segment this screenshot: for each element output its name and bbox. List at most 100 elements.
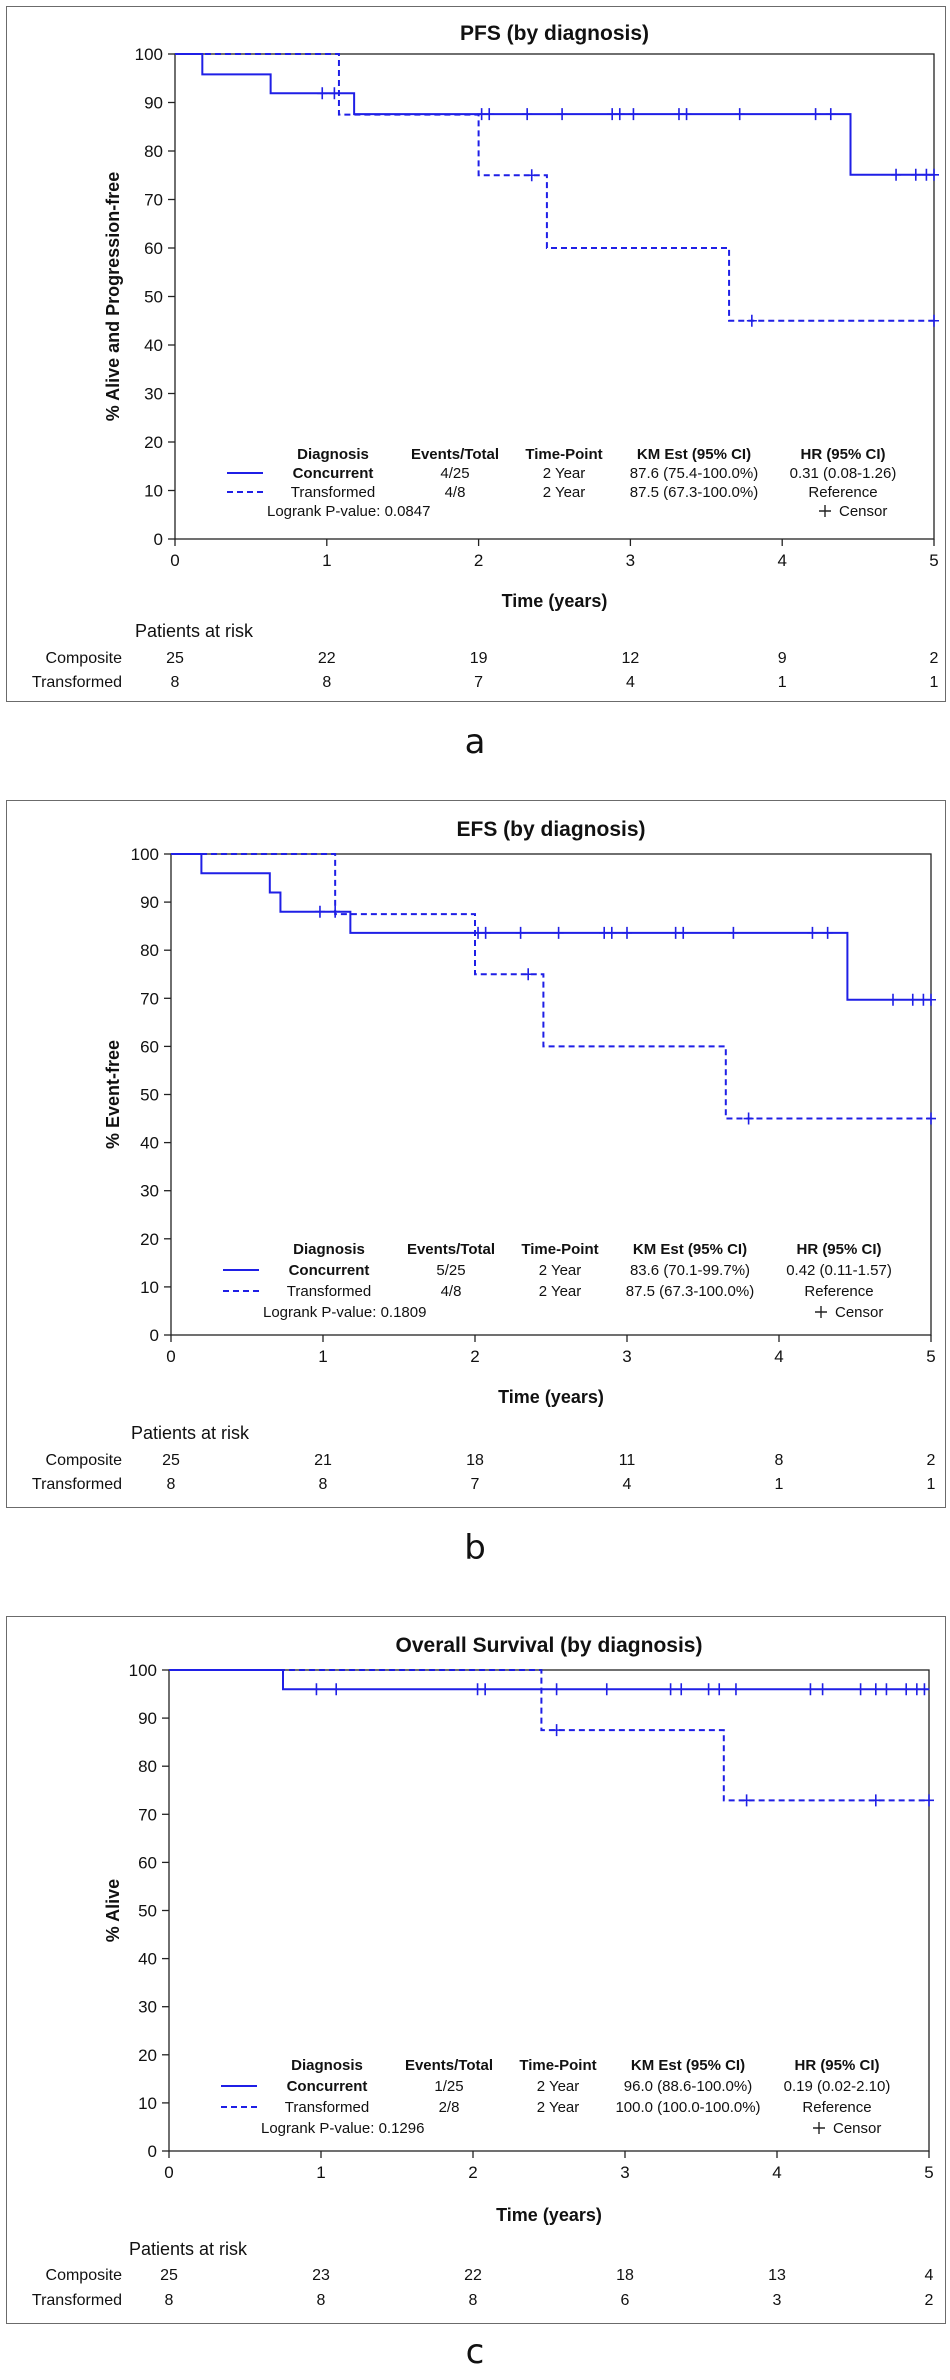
at-risk-count: 25 xyxy=(166,650,184,667)
legend-cell: 2/8 xyxy=(439,2099,460,2116)
censor-legend-label: Censor xyxy=(835,1304,883,1321)
censor-mark-concurrent xyxy=(929,168,939,181)
legend-header: Diagnosis xyxy=(293,1241,365,1258)
legend-header: Diagnosis xyxy=(297,446,369,463)
at-risk-count: 23 xyxy=(312,2267,330,2284)
at-risk-count: 18 xyxy=(466,1452,484,1469)
censor-legend-label: Censor xyxy=(839,503,887,520)
at-risk-count: 8 xyxy=(171,674,180,691)
legend-cell: Reference xyxy=(804,1283,873,1300)
censor-mark-concurrent xyxy=(807,926,818,939)
legend-header: Time-Point xyxy=(525,446,602,463)
at-risk-count: 1 xyxy=(930,674,939,691)
legend-header: KM Est (95% CI) xyxy=(633,1241,747,1258)
y-tick-label: 100 xyxy=(129,1661,157,1680)
censor-mark-concurrent xyxy=(614,108,625,121)
at-risk-count: 4 xyxy=(623,1476,632,1493)
panel-caption-b: b xyxy=(464,1528,486,1568)
legend-header: Events/Total xyxy=(407,1241,495,1258)
censor-mark-concurrent xyxy=(926,993,936,1006)
censor-mark-concurrent xyxy=(665,1683,676,1696)
at-risk-title: Patients at risk xyxy=(131,1423,250,1443)
y-tick-label: 10 xyxy=(138,2094,157,2113)
y-tick-label: 50 xyxy=(140,1086,159,1105)
at-risk-count: 18 xyxy=(616,2267,634,2284)
km-curve-concurrent xyxy=(171,853,931,1001)
x-axis-label: Time (years) xyxy=(496,2205,602,2225)
legend-cell: Concurrent xyxy=(293,465,374,482)
censor-mark-concurrent xyxy=(314,905,325,918)
legend-cell: 2 Year xyxy=(539,1262,582,1279)
x-tick-label: 2 xyxy=(470,1347,479,1366)
censor-mark-concurrent xyxy=(888,993,898,1006)
censor-mark-transformed xyxy=(523,968,534,981)
logrank-pvalue: Logrank P-value: 0.1296 xyxy=(261,2120,424,2137)
chart-title: Overall Survival (by diagnosis) xyxy=(396,1634,703,1657)
censor-mark-concurrent xyxy=(329,87,340,100)
legend-header: KM Est (95% CI) xyxy=(637,446,751,463)
km-chart-c: Overall Survival (by diagnosis)010203040… xyxy=(32,1634,934,2309)
x-tick-label: 0 xyxy=(166,1347,175,1366)
censor-mark-concurrent xyxy=(825,108,836,121)
at-risk-count: 8 xyxy=(317,2292,326,2309)
at-risk-count: 25 xyxy=(160,2267,178,2284)
at-risk-count: 2 xyxy=(925,2292,934,2309)
y-tick-label: 60 xyxy=(138,1853,157,1872)
at-risk-row-label: Transformed xyxy=(32,1476,122,1493)
at-risk-count: 1 xyxy=(778,674,787,691)
y-tick-label: 40 xyxy=(144,336,163,355)
y-tick-label: 60 xyxy=(140,1037,159,1056)
y-tick-label: 70 xyxy=(140,989,159,1008)
y-tick-label: 60 xyxy=(144,239,163,258)
at-risk-count: 13 xyxy=(768,2267,786,2284)
y-tick-label: 90 xyxy=(140,893,159,912)
censor-mark-concurrent xyxy=(515,926,526,939)
censor-mark-concurrent xyxy=(480,926,491,939)
censor-mark-transformed xyxy=(743,1112,754,1125)
censor-legend-icon xyxy=(815,1306,827,1318)
y-tick-label: 10 xyxy=(144,482,163,501)
at-risk-count: 2 xyxy=(927,1452,936,1469)
at-risk-count: 22 xyxy=(318,650,336,667)
legend-header: KM Est (95% CI) xyxy=(631,2057,745,2074)
at-risk-count: 1 xyxy=(927,1476,936,1493)
y-tick-label: 80 xyxy=(138,1757,157,1776)
y-tick-label: 30 xyxy=(138,1998,157,2017)
legend-cell: 2 Year xyxy=(543,484,586,501)
at-risk-count: 21 xyxy=(314,1452,332,1469)
at-risk-count: 9 xyxy=(778,650,787,667)
at-risk-count: 8 xyxy=(322,674,331,691)
censor-mark-concurrent xyxy=(317,87,328,100)
km-curve-concurrent xyxy=(169,1669,929,1691)
censor-mark-concurrent xyxy=(728,926,739,939)
x-tick-label: 2 xyxy=(468,2163,477,2182)
y-tick-label: 90 xyxy=(138,1709,157,1728)
legend-cell: Transformed xyxy=(287,1283,371,1300)
at-risk-count: 8 xyxy=(775,1452,784,1469)
legend-cell: 4/25 xyxy=(440,465,469,482)
y-tick-label: 50 xyxy=(144,288,163,307)
legend-cell: 87.5 (67.3-100.0%) xyxy=(626,1283,754,1300)
legend-header: Diagnosis xyxy=(291,2057,363,2074)
legend-header: HR (95% CI) xyxy=(794,2057,879,2074)
legend-cell: Concurrent xyxy=(289,1262,370,1279)
x-tick-label: 3 xyxy=(622,1347,631,1366)
legend-cell: 0.19 (0.02-2.10) xyxy=(784,2078,891,2095)
censor-mark-concurrent xyxy=(622,926,632,939)
censor-mark-concurrent xyxy=(910,168,921,181)
x-tick-label: 0 xyxy=(164,2163,173,2182)
panel-caption-c: c xyxy=(465,2332,485,2372)
legend-cell: 0.31 (0.08-1.26) xyxy=(790,465,897,482)
y-tick-label: 20 xyxy=(138,2046,157,2065)
y-tick-label: 0 xyxy=(150,1326,159,1345)
at-risk-count: 12 xyxy=(622,650,640,667)
legend-cell: Reference xyxy=(802,2099,871,2116)
y-axis-label: % Alive xyxy=(103,1879,123,1942)
censor-mark-concurrent xyxy=(522,108,533,121)
at-risk-count: 11 xyxy=(619,1452,636,1469)
at-risk-count: 7 xyxy=(471,1476,480,1493)
at-risk-count: 1 xyxy=(775,1476,784,1493)
legend-cell: 0.42 (0.11-1.57) xyxy=(786,1262,892,1279)
legend-cell: Reference xyxy=(808,484,877,501)
chart-panel-a: PFS (by diagnosis) 0 10 20 30 40 50 60 70 80 90 100… xyxy=(6,6,946,702)
